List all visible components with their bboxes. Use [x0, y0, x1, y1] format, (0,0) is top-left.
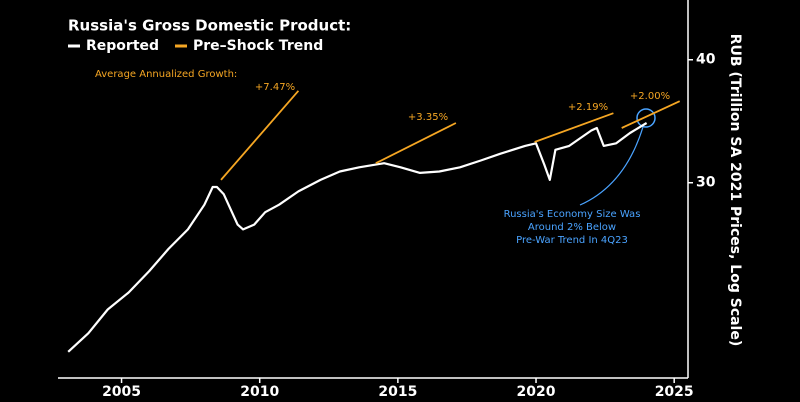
series-line [220, 90, 681, 181]
chart-title: Russia's Gross Domestic Product: [68, 17, 351, 35]
annotation: +2.00% [630, 91, 670, 102]
annotation: +3.35% [408, 112, 448, 123]
annotation: +2.19% [568, 102, 608, 113]
x-tick-label: 2005 [102, 384, 141, 400]
callout-text: Russia's Economy Size Was [504, 209, 641, 220]
legend-label: Reported [86, 38, 159, 54]
y-tick-label: 40 [696, 52, 716, 68]
annotation: Average Annualized Growth: [95, 69, 237, 80]
x-tick-label: 2020 [517, 384, 556, 400]
callout-circle [636, 108, 656, 128]
callout-text: Around 2% Below [528, 222, 616, 233]
series-line [67, 122, 648, 353]
y-tick-label: 30 [696, 175, 716, 191]
legend-label: Pre–Shock Trend [193, 38, 323, 54]
x-tick-label: 2025 [655, 384, 694, 400]
callout-text: Pre-War Trend In 4Q23 [516, 235, 628, 246]
callout-line [579, 126, 644, 206]
x-tick-label: 2015 [378, 384, 417, 400]
annotation: +7.47% [255, 82, 295, 93]
x-tick-label: 2010 [240, 384, 279, 400]
y-axis-label: RUB (Trillion SA 2021 Prices, Log Scale) [727, 34, 743, 347]
